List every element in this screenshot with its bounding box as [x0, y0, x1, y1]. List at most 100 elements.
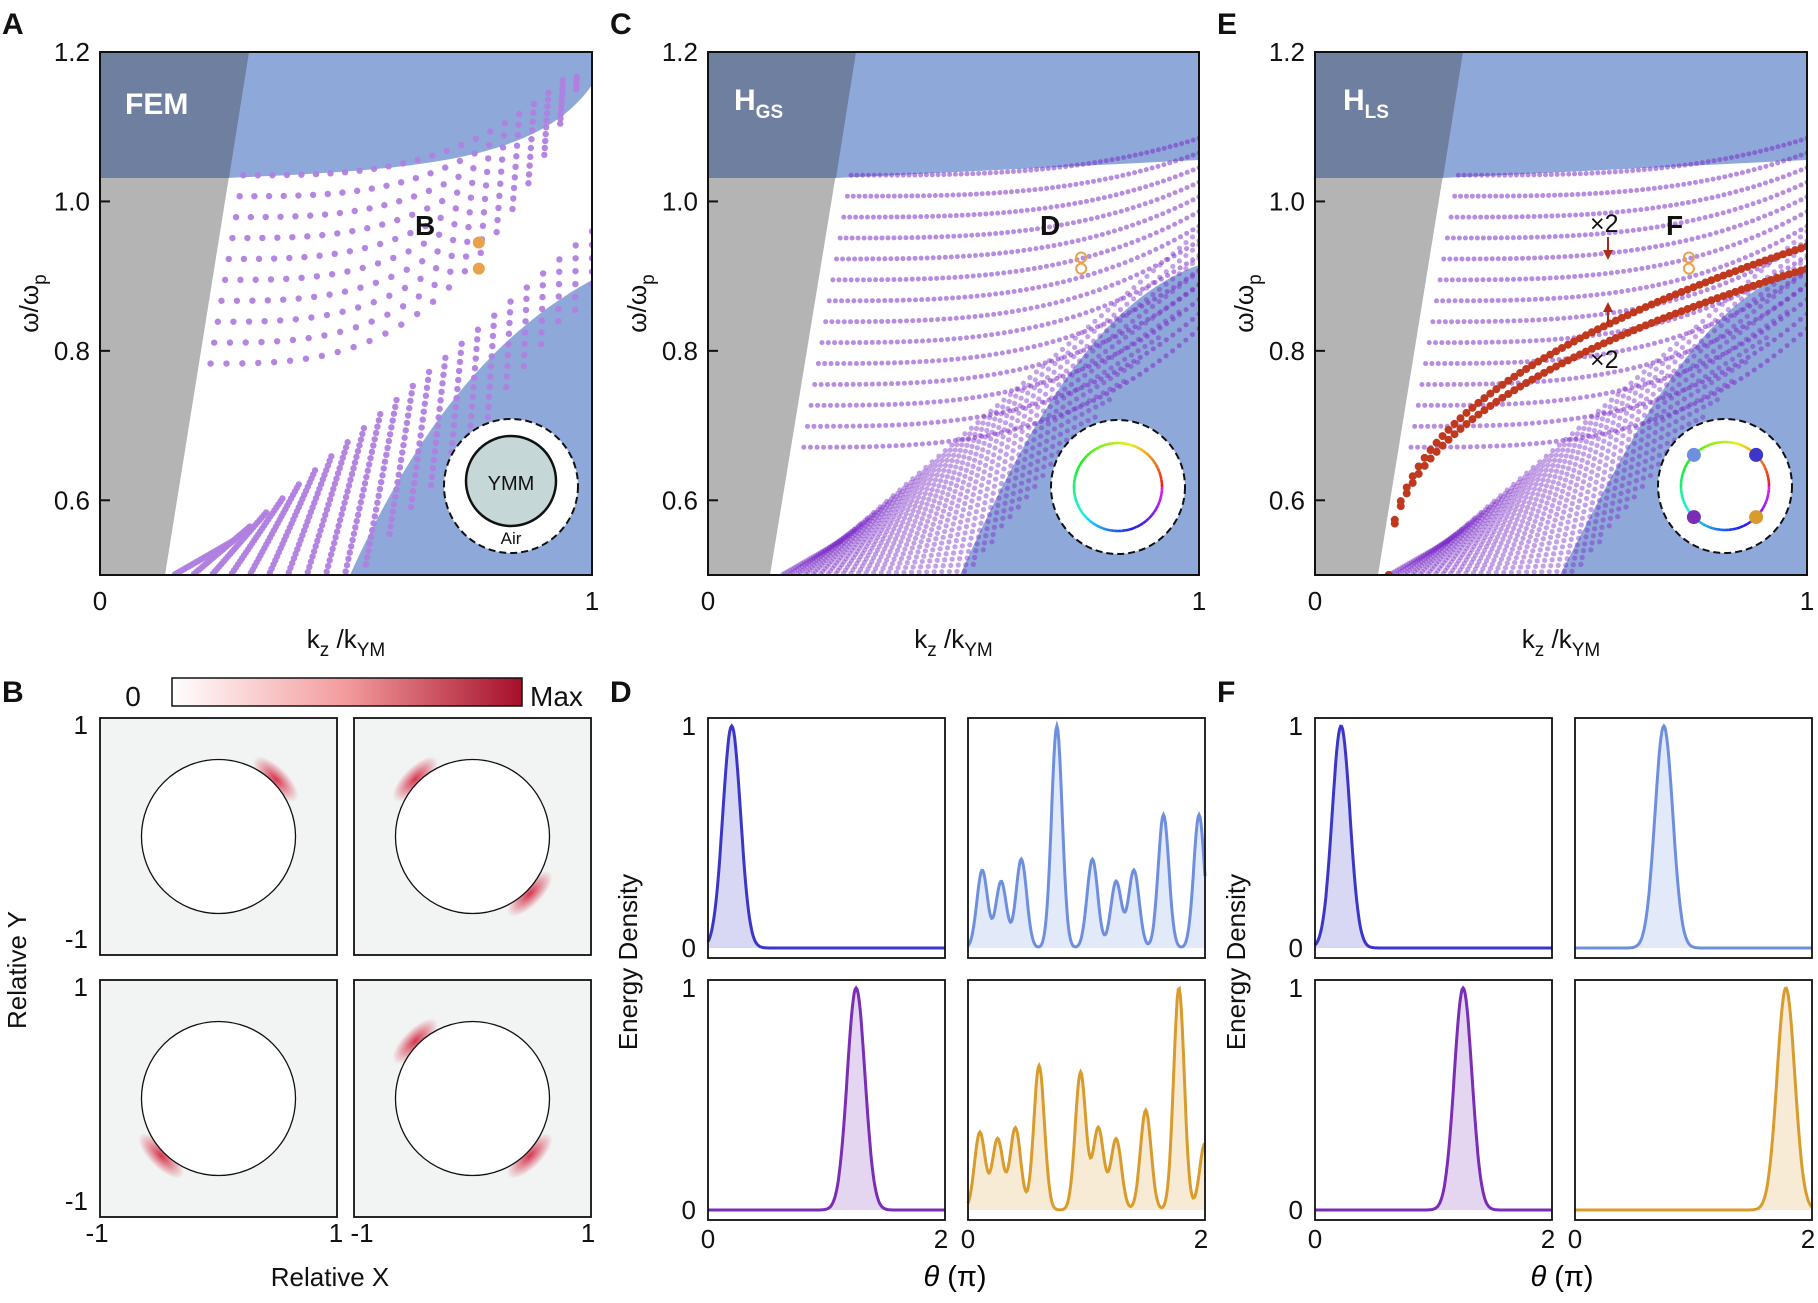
mode-dot	[1509, 502, 1515, 508]
mode-dot	[930, 358, 936, 364]
mode-dot	[458, 340, 465, 347]
mode-dot	[900, 256, 906, 262]
mode-dot	[1605, 448, 1611, 454]
mode-dot	[473, 345, 480, 353]
mode-dot	[1481, 193, 1487, 199]
mode-dot	[1163, 269, 1169, 275]
mode-dot	[962, 192, 968, 198]
mode-dot	[431, 281, 438, 289]
mode-dot	[1000, 515, 1006, 521]
mode-dot	[1586, 453, 1592, 459]
y-tick-label: 0.6	[1269, 485, 1305, 515]
mode-dot	[1116, 328, 1123, 334]
mode-dot	[1519, 400, 1525, 406]
mode-dot	[946, 452, 952, 458]
mode-dot	[995, 271, 1001, 277]
mode-dot	[986, 442, 993, 449]
mode-dot	[1143, 297, 1149, 303]
mode-dot	[1786, 172, 1792, 178]
mode-dot	[876, 256, 882, 262]
mode-dot	[1582, 232, 1588, 238]
surface-mode-dot	[1528, 361, 1537, 370]
mode-dot	[1472, 515, 1478, 521]
mode-dot	[1550, 448, 1556, 454]
mode-dot	[1072, 415, 1078, 421]
mode-dot	[876, 423, 882, 429]
mode-dot	[1431, 546, 1438, 552]
mode-dot	[1736, 257, 1742, 263]
mode-dot	[504, 362, 511, 369]
mode-dot	[420, 240, 428, 247]
mode-dot	[1444, 549, 1450, 555]
mode-dot	[1058, 412, 1064, 418]
mode-dot	[354, 447, 362, 455]
mode-dot	[852, 531, 858, 538]
mode-dot	[866, 319, 872, 325]
mode-dot	[1032, 377, 1038, 383]
mode-dot	[999, 350, 1005, 356]
mode-dot	[1762, 180, 1768, 186]
mode-dot	[1543, 551, 1549, 558]
mode-dot	[1414, 567, 1420, 573]
mode-dot	[835, 319, 841, 325]
mode-dot	[1572, 555, 1578, 561]
mode-dot	[827, 402, 833, 408]
mode-dot	[894, 547, 901, 554]
mode-dot	[869, 514, 875, 521]
mode-dot	[1778, 263, 1784, 269]
mode-dot	[1540, 440, 1546, 446]
mode-dot	[854, 444, 860, 450]
hue-ring-segment	[1083, 454, 1088, 460]
panel-c-frame	[707, 51, 1200, 576]
mode-dot	[805, 569, 811, 575]
mode-dot	[1114, 316, 1120, 322]
mode-dot	[999, 230, 1005, 236]
mode-dot	[1510, 491, 1516, 497]
mode-dot	[1472, 520, 1478, 526]
mode-dot	[949, 295, 955, 301]
mode-dot	[1417, 554, 1424, 560]
mode-dot	[925, 537, 932, 543]
mode-dot	[1532, 518, 1538, 524]
mode-dot	[825, 340, 831, 346]
mode-dot	[1645, 380, 1652, 386]
mode-dot	[1130, 222, 1136, 228]
mode-dot	[921, 379, 927, 385]
mode-dot	[1519, 503, 1525, 509]
mode-dot	[919, 441, 925, 447]
mode-dot	[1558, 494, 1564, 500]
mode-dot	[1737, 318, 1744, 324]
mode-dot	[1574, 542, 1580, 548]
mode-dot	[971, 212, 977, 218]
mode-dot	[977, 432, 983, 439]
mode-dot	[785, 568, 791, 575]
mode-dot	[931, 467, 937, 473]
mode-dot	[790, 569, 796, 575]
mode-dot	[1048, 461, 1054, 467]
surface-mode-dot	[1450, 419, 1459, 428]
mode-dot	[829, 544, 835, 550]
mode-dot	[929, 459, 935, 465]
mode-dot	[1124, 290, 1131, 296]
mode-dot	[844, 532, 851, 538]
mode-dot	[824, 546, 830, 552]
mode-dot	[979, 482, 985, 488]
energy-density-line	[1575, 986, 1814, 1212]
mode-dot	[1054, 203, 1060, 209]
mode-dot	[1448, 540, 1454, 546]
mode-dot	[425, 187, 433, 195]
mode-dot	[906, 172, 912, 178]
mode-dot	[1538, 482, 1544, 488]
mode-dot	[386, 431, 394, 438]
mode-dot	[1166, 176, 1172, 182]
panel-c-highlight	[1075, 251, 1088, 275]
mode-dot	[1688, 392, 1694, 398]
mode-dot	[874, 547, 880, 553]
mode-dot	[1738, 296, 1745, 302]
mode-dot	[1163, 306, 1169, 312]
hue-ring-segment	[1152, 461, 1158, 466]
mode-dot	[831, 545, 837, 551]
energy-density-line	[966, 985, 1207, 1212]
mode-dot	[1625, 403, 1631, 409]
mode-dot	[1774, 192, 1780, 198]
